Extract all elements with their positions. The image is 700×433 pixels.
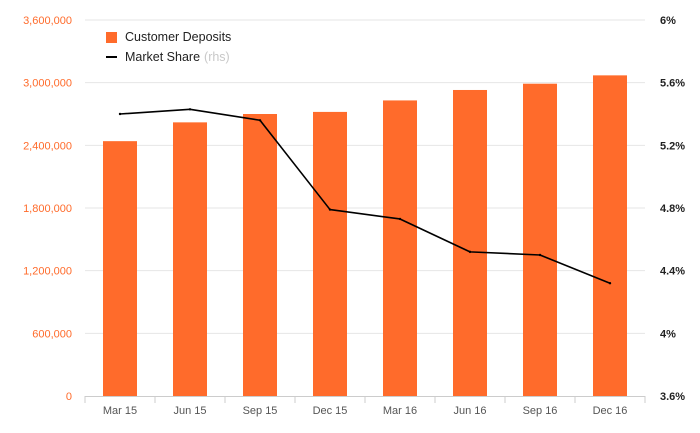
y-right-tick-label: 4%: [660, 328, 676, 340]
legend-label-market-share: Market Share: [125, 50, 201, 64]
gridlines: [85, 19, 645, 334]
point-market-share: [258, 119, 262, 122]
x-tick-label: Dec 16: [593, 405, 628, 417]
y-left-tick-label: 1,800,000: [23, 203, 72, 215]
legend-suffix-rhs: (rhs): [204, 50, 230, 64]
bar-customer-deposits: [523, 83, 557, 396]
x-tick-label: Sep 15: [243, 405, 278, 417]
point-market-share: [188, 108, 192, 111]
y-left-tick-label: 0: [66, 391, 72, 403]
y-right-tick-label: 4.4%: [660, 266, 685, 278]
x-tick-label: Mar 16: [383, 405, 417, 417]
y-right-tick-label: 4.8%: [660, 203, 685, 215]
deposit-bars: [103, 75, 627, 397]
axes: 0 600,000 1,200,000 1,800,000 2,400,000 3,000…: [23, 15, 685, 417]
y-right-tick-label: 5.2%: [660, 140, 685, 152]
x-tick-label: Sep 16: [523, 405, 558, 417]
point-market-share: [468, 250, 472, 254]
point-market-share: [118, 112, 122, 116]
bar-customer-deposits: [173, 122, 207, 396]
legend-label-deposits: Customer Deposits: [125, 30, 232, 44]
y-left-tick-label: 3,000,000: [23, 78, 72, 90]
bar-customer-deposits: [383, 100, 417, 396]
x-tick-label: Jun 16: [453, 405, 486, 417]
point-market-share: [328, 208, 332, 211]
x-tick-label: Jun 15: [173, 405, 206, 417]
point-market-share: [538, 253, 542, 257]
y-left-tick-label: 1,200,000: [23, 266, 72, 278]
bar-customer-deposits: [593, 75, 627, 396]
bar-customer-deposits: [103, 141, 137, 396]
y-right-tick-label: 3.6%: [660, 391, 685, 403]
bar-customer-deposits: [243, 114, 277, 396]
bar-customer-deposits: [453, 89, 487, 396]
y-left-tick-label: 3,600,000: [23, 15, 72, 27]
point-market-share: [608, 282, 612, 285]
x-tick-label: Dec 15: [313, 405, 348, 417]
point-market-share: [398, 217, 402, 221]
x-tick-label: Mar 15: [103, 405, 137, 417]
y-right-tick-label: 6%: [660, 15, 676, 27]
legend-line-market-share: [106, 56, 117, 58]
line-market-share: [119, 108, 611, 284]
y-right-tick-label: 5.6%: [660, 78, 685, 90]
bar-customer-deposits: [313, 111, 347, 397]
legend-item-deposits: Customer Deposits: [106, 27, 231, 47]
y-left-tick-label: 2,400,000: [23, 140, 72, 152]
legend-swatch-deposits: [106, 31, 117, 43]
market-share-series: [118, 108, 612, 285]
legend-item-market-share: Market Share (rhs): [106, 47, 231, 67]
y-left-tick-label: 600,000: [32, 328, 72, 340]
legend: Customer Deposits Market Share (rhs): [106, 27, 231, 67]
